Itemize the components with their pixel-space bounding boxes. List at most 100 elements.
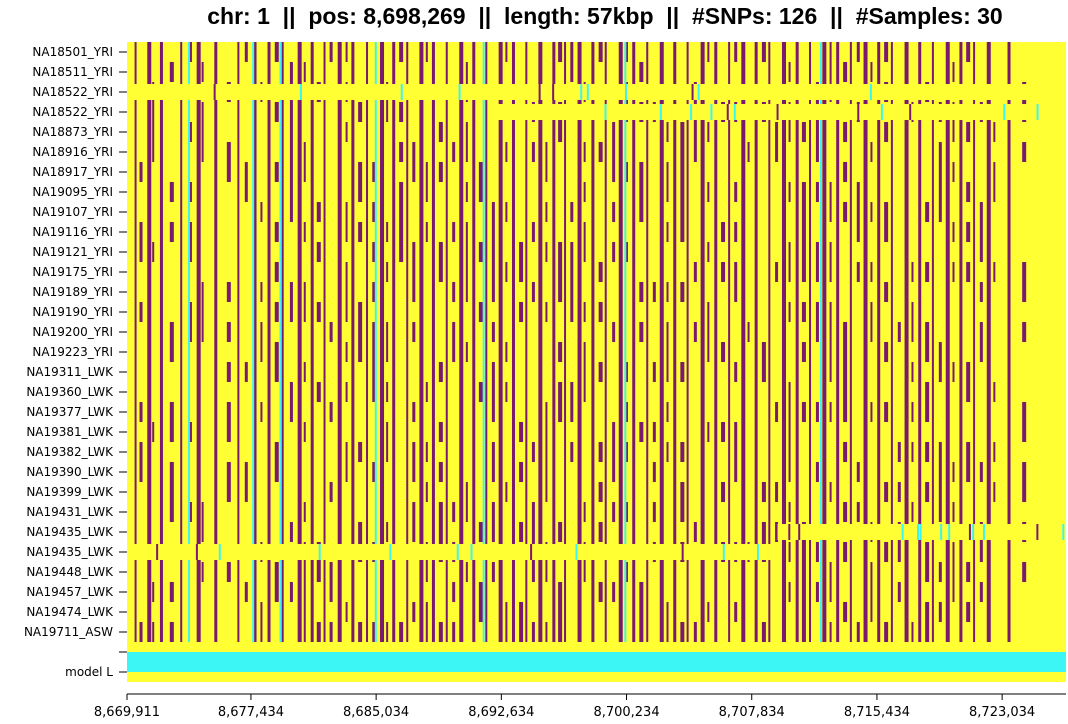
snp-column bbox=[781, 42, 786, 642]
snp-cell bbox=[201, 142, 204, 162]
snp-column bbox=[959, 42, 963, 642]
snp-cell bbox=[201, 302, 204, 322]
snp-column bbox=[552, 42, 556, 642]
snp-cell bbox=[425, 482, 428, 502]
snp-cell bbox=[897, 322, 901, 342]
snp-cell bbox=[274, 362, 279, 382]
snp-cell bbox=[801, 342, 806, 362]
snp-cell bbox=[788, 302, 791, 322]
snp-cell bbox=[303, 222, 306, 242]
divergent-cell bbox=[389, 544, 392, 560]
snp-cell bbox=[478, 382, 483, 402]
snp-column bbox=[267, 42, 271, 642]
snp-cell bbox=[491, 202, 495, 222]
snp-cell bbox=[188, 502, 192, 522]
snp-cell bbox=[386, 422, 389, 442]
snp-cell bbox=[289, 62, 293, 82]
snp-cell bbox=[412, 502, 416, 522]
snp-cell bbox=[979, 582, 983, 602]
snp-cell bbox=[289, 402, 293, 422]
snp-cell bbox=[707, 42, 710, 62]
snp-cell bbox=[152, 102, 155, 122]
snp-cell bbox=[386, 382, 389, 402]
snp-cell bbox=[201, 322, 204, 342]
snp-cell bbox=[438, 522, 443, 542]
snp-cell bbox=[993, 442, 996, 462]
snp-column bbox=[445, 42, 448, 642]
snp-cell bbox=[465, 342, 468, 362]
snp-cell bbox=[452, 142, 456, 162]
snp-cell bbox=[870, 562, 873, 582]
snp-column bbox=[591, 42, 595, 642]
snp-cell bbox=[979, 542, 983, 562]
snp-cell bbox=[666, 322, 669, 342]
snp-cell bbox=[425, 602, 428, 622]
snp-cell bbox=[911, 442, 914, 462]
snp-column bbox=[431, 42, 435, 642]
snp-cell bbox=[707, 242, 710, 262]
snp-cell bbox=[925, 562, 930, 582]
snp-cell bbox=[358, 522, 363, 542]
divergent-cell bbox=[857, 104, 860, 120]
snp-cell bbox=[925, 262, 930, 282]
snp-cell bbox=[815, 182, 819, 202]
snp-cell bbox=[303, 302, 306, 322]
snp-cell bbox=[545, 202, 548, 222]
snp-cell bbox=[966, 442, 971, 462]
x-tick-label: 8,677,434 bbox=[218, 705, 284, 720]
snp-cell bbox=[358, 622, 363, 642]
snp-column bbox=[323, 42, 326, 642]
divergent-cell bbox=[880, 104, 883, 120]
snp-cell bbox=[139, 622, 143, 642]
snp-cell bbox=[693, 522, 697, 542]
snp-cell bbox=[788, 582, 791, 602]
snp-cell bbox=[801, 122, 806, 142]
snp-column bbox=[310, 42, 314, 642]
snp-cell bbox=[788, 442, 791, 462]
snp-cell bbox=[274, 582, 279, 602]
divergent-cell bbox=[218, 544, 221, 560]
snp-cell bbox=[801, 202, 806, 222]
snp-cell bbox=[829, 582, 832, 602]
snp-column bbox=[196, 42, 201, 642]
snp-cell bbox=[993, 122, 996, 142]
snp-cell bbox=[399, 142, 404, 162]
snp-cell bbox=[478, 582, 483, 602]
snp-cell bbox=[761, 522, 766, 542]
snp-cell bbox=[843, 202, 848, 222]
snp-cell bbox=[583, 222, 586, 242]
snp-cell bbox=[612, 502, 616, 522]
snp-column bbox=[337, 42, 342, 642]
snp-cell bbox=[625, 402, 628, 422]
snp-cell bbox=[829, 62, 832, 82]
snp-cell bbox=[452, 322, 456, 342]
snp-cell bbox=[570, 282, 574, 302]
snp-column bbox=[180, 42, 183, 642]
snp-cell bbox=[734, 442, 738, 462]
snp-cell bbox=[260, 202, 263, 222]
snp-cell bbox=[226, 142, 231, 162]
snp-cell bbox=[801, 562, 806, 582]
snp-cell bbox=[761, 362, 766, 382]
snp-cell bbox=[966, 262, 971, 282]
snp-cell bbox=[531, 622, 535, 642]
heatmap-cells bbox=[127, 42, 1067, 682]
snp-column bbox=[564, 42, 567, 642]
snp-cell bbox=[884, 402, 889, 422]
snp-cell bbox=[815, 302, 819, 322]
snp-cell bbox=[345, 222, 348, 242]
snp-cell bbox=[801, 182, 806, 202]
snp-cell bbox=[680, 122, 685, 142]
snp-cell bbox=[289, 522, 293, 542]
row-label: NA19474_LWK bbox=[26, 605, 114, 619]
divergent-cell bbox=[1036, 104, 1039, 120]
snp-cell bbox=[707, 322, 710, 342]
snp-cell bbox=[639, 622, 644, 642]
snp-column bbox=[863, 42, 868, 642]
snp-column bbox=[890, 42, 893, 642]
snp-cell bbox=[345, 282, 348, 302]
snp-cell bbox=[491, 442, 495, 462]
snp-cell bbox=[911, 322, 914, 342]
snp-cell bbox=[775, 122, 779, 142]
snp-cell bbox=[558, 342, 563, 362]
